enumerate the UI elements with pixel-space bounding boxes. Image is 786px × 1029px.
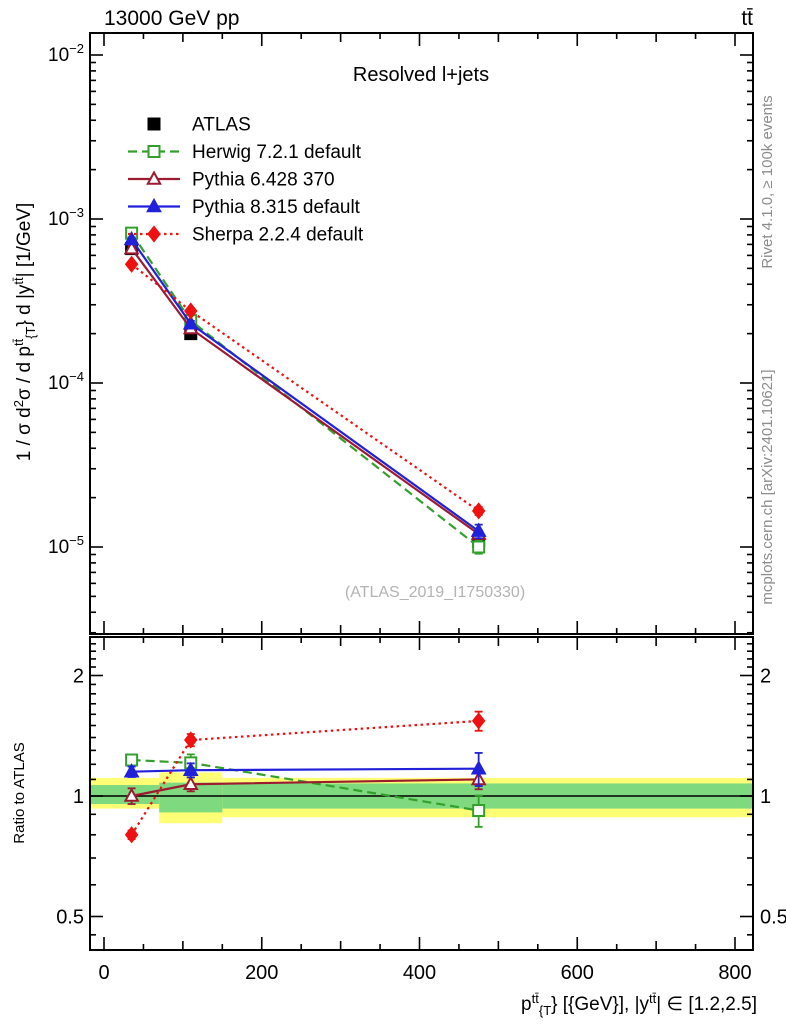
x-tick-label: 800: [718, 962, 751, 984]
series-line-pythia-8-315-default: [131, 767, 479, 773]
legend-label: Sherpa 2.2.4 default: [192, 225, 364, 246]
legend-label: ATLAS: [192, 115, 251, 136]
legend-marker: [147, 145, 161, 158]
legend-item-herwig-7-2-1-default: Herwig 7.2.1 default: [128, 142, 362, 163]
y-main-tick-label: 10−2: [48, 41, 84, 66]
data-point-marker-pythia-8-315-default: [182, 315, 199, 330]
header-left-title: 13000 GeV pp: [104, 7, 239, 30]
y-axis-title: 1 / σ d2σ / d ptt̄{T} d |ytt̄| [1/GeV]: [11, 203, 38, 462]
legend: ATLAS Herwig 7.2.1 default Pythia 6.428 37…: [128, 115, 364, 246]
legend-item-sherpa-2-2-4-default: Sherpa 2.2.4 default: [128, 225, 364, 246]
data-point-marker-sherpa-2-2-4-default: [183, 731, 198, 749]
data-point-marker-pythia-6-428-370: [123, 240, 140, 255]
x-axis-title: ptt̄{T} [{GeV}], |ytt̄| ∈ [1.2,2.5]: [521, 991, 757, 1018]
y-ratio-tick-label: 1: [73, 786, 84, 808]
data-point-marker-sherpa-2-2-4-default: [183, 302, 198, 320]
legend-marker: [146, 170, 162, 185]
y-ratio-tick-label: 2: [73, 666, 84, 688]
header-right-title: tt̄: [741, 7, 753, 30]
x-tick-label: 200: [245, 962, 278, 984]
data-point-marker-sherpa-2-2-4-default: [471, 502, 486, 520]
data-point-marker-pythia-8-315-default: [182, 761, 199, 776]
legend-label: Pythia 6.428 370: [192, 170, 335, 191]
x-tick-label: 0: [98, 962, 109, 984]
legend-marker: [147, 117, 161, 131]
series-line-herwig-7-2-1-default: [130, 232, 480, 548]
legend-marker: [147, 225, 161, 243]
mcplots-arxiv-text: mcplots.cern.ch [arXiv:2401.10621]: [759, 369, 776, 604]
legend-marker: [146, 197, 162, 213]
watermark-analysis-id: (ATLAS_2019_I1750330): [345, 584, 525, 601]
y-ratio-tick-label: 0.5: [760, 907, 786, 929]
y-ratio-tick-label: 0.5: [56, 907, 84, 929]
data-point-marker-pythia-8-315-default: [470, 522, 487, 537]
legend-item-pythia-8-315-default: Pythia 8.315 default: [128, 197, 361, 218]
axis-titles: ptt̄{T} [{GeV}], |ytt̄| ∈ [1.2,2.5] 1 / σ…: [11, 203, 757, 1018]
data-point-marker-herwig-7-2-1-default: [472, 803, 486, 817]
data-point-marker-sherpa-2-2-4-default: [124, 255, 139, 273]
data-point-marker-herwig-7-2-1-default: [472, 540, 486, 554]
y-main-tick-label: 10−5: [48, 533, 84, 558]
y-ratio-tick-label: 2: [760, 666, 771, 688]
ratio-axis-title: Ratio to ATLAS: [11, 742, 28, 843]
y-ratio-tick-label: 1: [760, 786, 771, 808]
series-line-sherpa-2-2-4-default: [130, 719, 479, 836]
x-tick-label: 600: [561, 962, 594, 984]
data-point-marker-sherpa-2-2-4-default: [124, 826, 139, 844]
data-point-marker-pythia-8-315-default: [470, 760, 487, 775]
series-line-pythia-8-315-default: [130, 238, 480, 532]
ratio-panel-frame: [89, 636, 754, 951]
data-point-marker-sherpa-2-2-4-default: [471, 712, 486, 730]
y-main-tick-label: 10−4: [48, 369, 84, 394]
data-point-marker-pythia-8-315-default: [123, 230, 140, 246]
ratio-panel-series: [123, 710, 487, 844]
data-point-marker-pythia-8-315-default: [123, 763, 140, 778]
series-line-sherpa-2-2-4-default: [130, 263, 480, 512]
legend-item-atlas: ATLAS: [147, 115, 251, 136]
series-line-pythia-6-428-370: [130, 247, 480, 535]
legend-item-pythia-6-428-370: Pythia 6.428 370: [128, 170, 335, 191]
axis-ticks: [90, 33, 753, 950]
atlas-green-band-segment: [90, 785, 160, 805]
y-main-tick-label: 10−3: [48, 205, 84, 230]
legend-label: Pythia 8.315 default: [192, 197, 361, 218]
main-panel-series: [123, 226, 487, 555]
legend-label: Herwig 7.2.1 default: [192, 142, 362, 163]
ratio-uncertainty-bands: [90, 772, 753, 824]
rivet-version-text: Rivet 4.1.0, ≥ 100k events: [759, 95, 776, 268]
data-point-marker-pythia-6-428-370: [123, 787, 140, 802]
x-tick-label: 400: [403, 962, 436, 984]
axis-tick-labels: 0 200 400 600 800 10−2 10−3 10−4 10−5 2 2 1 1 0.5 0.5: [48, 41, 786, 984]
data-point-marker-pythia-6-428-370: [182, 775, 199, 791]
plot-title: Resolved l+jets: [353, 64, 489, 86]
